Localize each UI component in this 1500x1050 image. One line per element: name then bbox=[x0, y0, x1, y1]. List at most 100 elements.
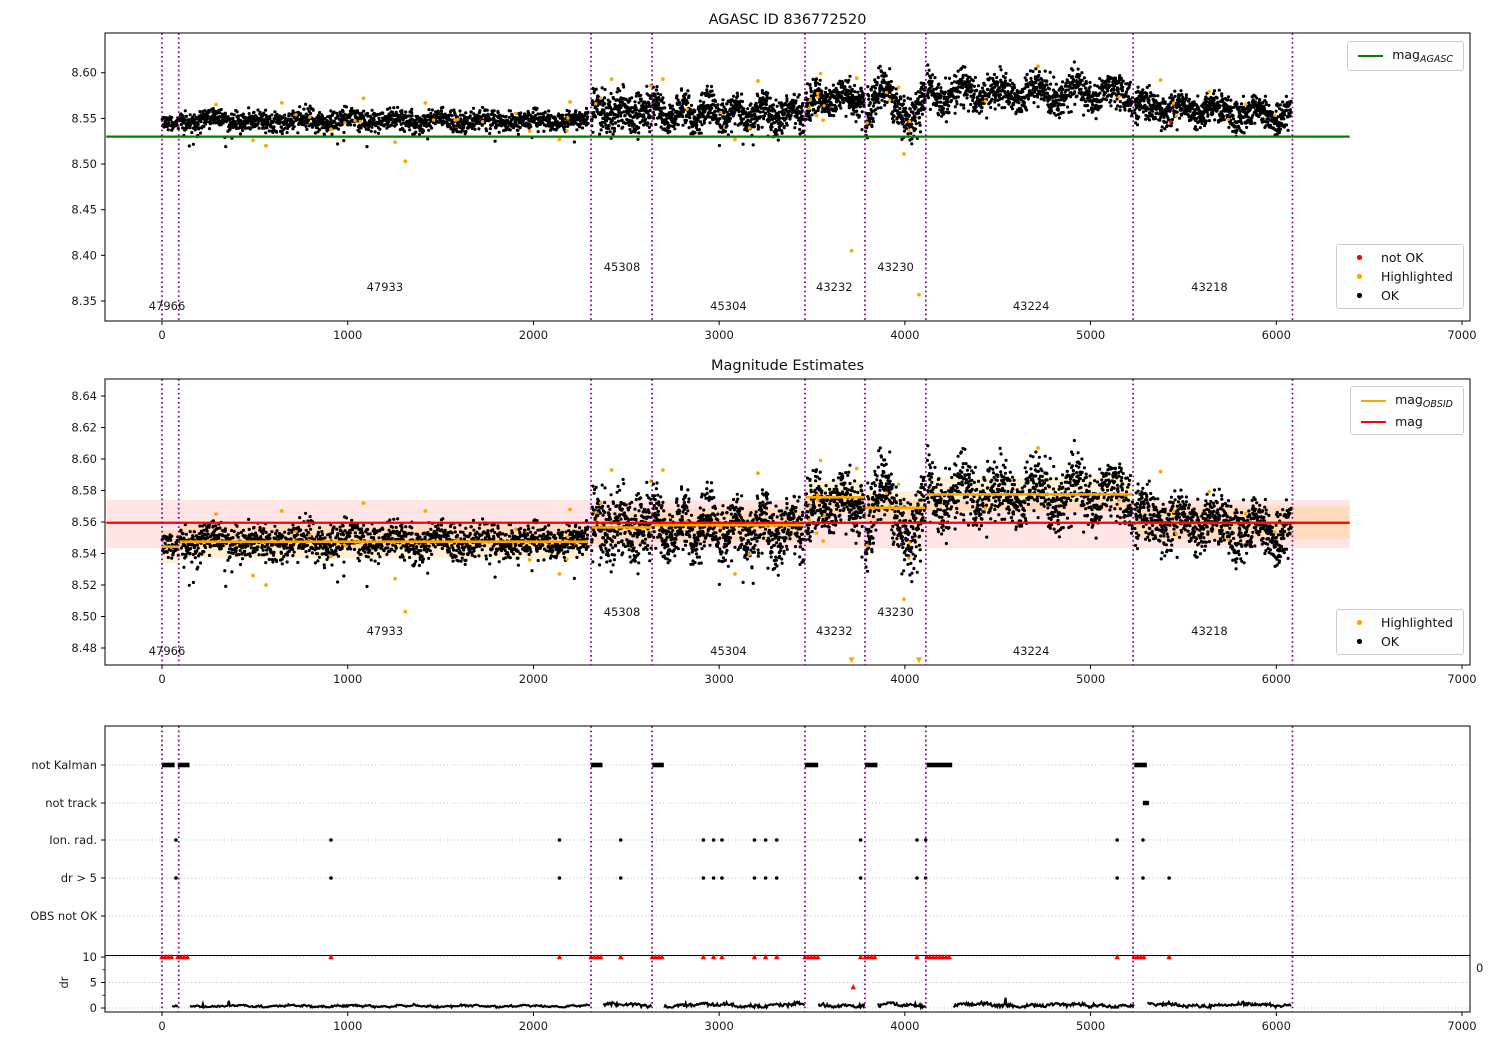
flags-y-axis: not Kalman not track Ion. rad. dr > 5 OBS no… bbox=[30, 758, 1483, 1015]
not-kalman-marker bbox=[177, 762, 190, 768]
highlighted-outlier bbox=[609, 77, 614, 82]
not-ok-point bbox=[1168, 120, 1173, 124]
highlighted-outlier bbox=[264, 583, 268, 587]
obsid-label: 43230 bbox=[877, 260, 914, 274]
legend-item: Highlighted bbox=[1347, 269, 1453, 284]
x-tick-label: 0 bbox=[158, 672, 165, 686]
mid-y-axis: 8.48 8.50 8.52 8.54 8.56 8.58 8.60 8.62 8.64 bbox=[71, 389, 105, 655]
flags-plot-frame bbox=[104, 725, 1471, 1013]
obsid-label: 45308 bbox=[604, 260, 641, 274]
legend-label: magOBSID bbox=[1395, 392, 1453, 410]
obsid-label: 43232 bbox=[816, 280, 853, 294]
obsid-label: 43230 bbox=[877, 605, 914, 619]
dr-trace bbox=[952, 997, 1135, 1010]
y-tick-label: 8.62 bbox=[71, 421, 97, 435]
highlighted-outlier bbox=[251, 138, 255, 143]
x-tick-label: 6000 bbox=[1262, 672, 1291, 686]
dr-axis-label: dr bbox=[57, 976, 71, 988]
obsid-label: 47966 bbox=[149, 644, 186, 658]
highlighted-outlier bbox=[527, 557, 532, 562]
x-tick-label: 2000 bbox=[519, 1019, 548, 1033]
legend-label: Highlighted bbox=[1380, 615, 1453, 630]
ion-rad-marker bbox=[701, 838, 706, 842]
x-tick-label: 4000 bbox=[890, 672, 919, 686]
x-tick-label: 0 bbox=[158, 1019, 165, 1033]
legend-mag-agasc: magAGASC bbox=[1347, 41, 1464, 71]
x-tick-label: 3000 bbox=[705, 672, 734, 686]
ion-rad-marker bbox=[557, 838, 562, 842]
ion-rad-marker bbox=[618, 838, 623, 842]
legend-label: mag bbox=[1395, 414, 1423, 429]
x-tick-label: 1000 bbox=[333, 328, 362, 342]
right-axis-tick-label: 0 bbox=[1476, 961, 1483, 975]
clipped-low-marker bbox=[848, 657, 855, 664]
top-plot bbox=[106, 60, 1350, 297]
highlighted-outlier bbox=[609, 468, 614, 472]
highlighted-outlier bbox=[660, 77, 665, 82]
dr-clipped-marker bbox=[850, 984, 856, 990]
dr-clipped-marker bbox=[659, 954, 665, 960]
highlighted-outlier bbox=[660, 468, 665, 472]
highlighted-outlier bbox=[403, 609, 408, 614]
top-plot-title: AGASC ID 836772520 bbox=[708, 12, 867, 28]
dr-trace bbox=[663, 999, 806, 1011]
highlighted-outlier bbox=[214, 512, 218, 517]
dr-clipped-marker bbox=[1166, 954, 1172, 960]
highlighted-outlier bbox=[1036, 446, 1040, 450]
mid-plot bbox=[106, 438, 1350, 664]
mid-x-axis: 0 1000 2000 3000 4000 5000 6000 7000 bbox=[158, 665, 1477, 686]
mid-plot-title: Magnitude Estimates bbox=[710, 358, 865, 374]
legend-label: not OK bbox=[1380, 250, 1424, 265]
dr-gt5-marker bbox=[763, 876, 768, 880]
mid-obsid-labels: 47966 47933 45308 45304 43232 43230 43224 43218 bbox=[149, 605, 1228, 658]
dr-clipped-marker bbox=[857, 954, 864, 960]
highlighted-outlier bbox=[423, 509, 428, 513]
legend-dot-swatch bbox=[1347, 639, 1372, 644]
dr-clipped-marker bbox=[700, 954, 707, 960]
ion-rad-marker bbox=[923, 838, 928, 842]
y-tick-label: 8.60 bbox=[71, 66, 97, 80]
highlighted-outlier bbox=[854, 76, 859, 81]
obsid-label: 43224 bbox=[1013, 299, 1050, 313]
y-tick-label: 8.54 bbox=[71, 546, 97, 560]
dr-clipped-marker bbox=[597, 954, 604, 960]
obsid-label: 43232 bbox=[816, 624, 853, 638]
dr-clipped-marker bbox=[328, 954, 334, 960]
legend-label: OK bbox=[1380, 288, 1399, 303]
flags-plot bbox=[105, 762, 1470, 1011]
dr-gt5-marker bbox=[720, 876, 724, 880]
flag-row-label: not track bbox=[45, 796, 97, 810]
dr-clipped-marker bbox=[946, 954, 952, 960]
y-tick-label: 8.45 bbox=[71, 203, 97, 217]
dr-gt5-marker bbox=[174, 876, 178, 880]
top-plot-frame bbox=[104, 32, 1471, 322]
dr-gt5-marker bbox=[1115, 876, 1119, 880]
ion-rad-marker bbox=[720, 838, 724, 842]
y-tick-label: 8.52 bbox=[71, 578, 97, 592]
x-tick-label: 4000 bbox=[890, 328, 919, 342]
legend-label: OK bbox=[1380, 634, 1399, 649]
top-y-axis: 8.35 8.40 8.45 8.50 8.55 8.60 bbox=[71, 66, 105, 308]
obsid-label: 45304 bbox=[710, 299, 747, 313]
legend-top-points: not OK Highlighted OK bbox=[1335, 244, 1464, 309]
dr-gt5-marker bbox=[329, 876, 333, 880]
dr-clipped-marker bbox=[556, 954, 563, 960]
not-kalman-marker bbox=[865, 762, 878, 768]
obsid-label: 45304 bbox=[710, 644, 747, 658]
dr-clipped-marker bbox=[815, 954, 821, 960]
highlighted-outlier bbox=[279, 100, 284, 105]
x-tick-label: 5000 bbox=[1076, 672, 1105, 686]
y-tick-label: 8.40 bbox=[71, 248, 97, 262]
dr-gt5-marker bbox=[774, 876, 779, 880]
x-tick-label: 3000 bbox=[705, 328, 734, 342]
bot-obsid-boundaries bbox=[161, 726, 1294, 1012]
legend-mag-lines: magOBSID mag bbox=[1350, 386, 1464, 435]
dr-gt5-marker bbox=[618, 876, 623, 880]
dr-clipped-marker bbox=[1141, 954, 1147, 960]
y-tick-label: 8.50 bbox=[71, 609, 97, 623]
legend-dot-swatch bbox=[1347, 255, 1372, 260]
dr-clipped-marker bbox=[751, 954, 758, 960]
ion-rad-marker bbox=[1115, 838, 1119, 842]
legend-line-swatch bbox=[1361, 420, 1387, 423]
